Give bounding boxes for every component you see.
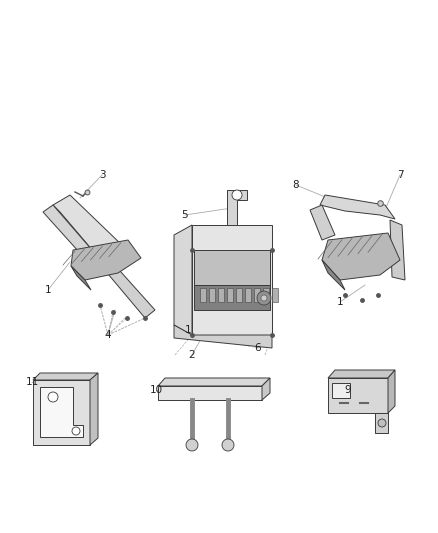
Bar — [263, 288, 269, 302]
Bar — [218, 288, 224, 302]
Bar — [200, 288, 206, 302]
Polygon shape — [310, 205, 335, 240]
Polygon shape — [174, 225, 192, 335]
Polygon shape — [103, 262, 155, 318]
Polygon shape — [332, 383, 350, 398]
Bar — [236, 288, 242, 302]
Polygon shape — [322, 260, 345, 290]
Text: 11: 11 — [25, 377, 39, 387]
Circle shape — [261, 295, 267, 301]
Polygon shape — [390, 220, 405, 280]
Polygon shape — [322, 233, 400, 280]
Polygon shape — [328, 370, 395, 378]
Circle shape — [232, 190, 242, 200]
Polygon shape — [320, 195, 395, 219]
Text: 5: 5 — [182, 210, 188, 220]
Polygon shape — [194, 285, 270, 310]
Text: 7: 7 — [397, 170, 403, 180]
Polygon shape — [43, 205, 105, 272]
Bar — [254, 288, 260, 302]
Text: 10: 10 — [149, 385, 162, 395]
Polygon shape — [328, 378, 388, 413]
Polygon shape — [90, 373, 98, 445]
Polygon shape — [33, 380, 90, 445]
Text: 8: 8 — [293, 180, 299, 190]
Circle shape — [72, 427, 80, 435]
Circle shape — [257, 291, 271, 305]
Polygon shape — [33, 373, 98, 380]
Polygon shape — [71, 240, 141, 280]
Text: 1: 1 — [337, 297, 343, 307]
Polygon shape — [375, 413, 388, 433]
Circle shape — [48, 392, 58, 402]
Polygon shape — [194, 250, 270, 285]
Circle shape — [186, 439, 198, 451]
Polygon shape — [388, 370, 395, 413]
Polygon shape — [158, 378, 270, 386]
Text: 1: 1 — [185, 325, 191, 335]
Bar — [227, 288, 233, 302]
Polygon shape — [227, 190, 247, 225]
Text: 6: 6 — [254, 343, 261, 353]
Bar — [245, 288, 251, 302]
Text: 4: 4 — [105, 330, 111, 340]
Polygon shape — [158, 386, 262, 400]
Bar — [209, 288, 215, 302]
Polygon shape — [192, 225, 272, 335]
Polygon shape — [53, 195, 125, 265]
Polygon shape — [40, 387, 83, 437]
Circle shape — [222, 439, 234, 451]
Text: 1: 1 — [45, 285, 51, 295]
Text: 3: 3 — [99, 170, 105, 180]
Text: 2: 2 — [189, 350, 195, 360]
Polygon shape — [71, 266, 91, 290]
Bar — [272, 288, 278, 302]
Polygon shape — [262, 378, 270, 400]
Circle shape — [378, 419, 386, 427]
Text: 9: 9 — [345, 385, 351, 395]
Polygon shape — [174, 325, 272, 348]
